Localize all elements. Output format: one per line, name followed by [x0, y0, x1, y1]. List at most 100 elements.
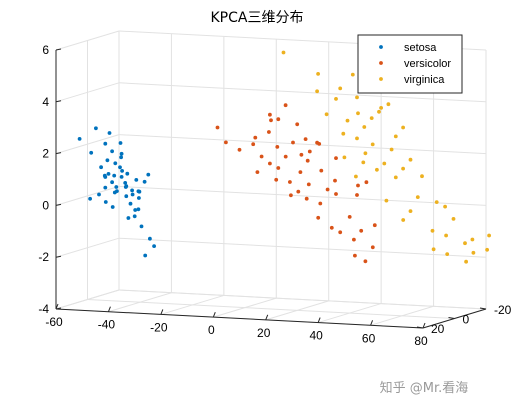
z-tick-label: 0 — [42, 198, 49, 212]
data-point-versicolor — [267, 130, 271, 134]
data-point-virginica — [363, 151, 368, 156]
data-point-virginica — [443, 204, 447, 209]
data-point-virginica — [401, 125, 405, 130]
gridline-z-side-wall — [55, 289, 120, 310]
data-point-setosa — [130, 188, 135, 193]
data-point-virginica — [342, 155, 347, 160]
legend-box — [357, 34, 463, 94]
z-tick-mark — [55, 100, 62, 103]
data-point-setosa — [89, 150, 94, 155]
data-point-setosa — [110, 149, 114, 154]
data-point-virginica — [281, 50, 286, 55]
data-point-versicolor — [237, 147, 242, 152]
y-tick-label: 0 — [463, 313, 470, 327]
z-tick-label: 4 — [42, 95, 49, 109]
data-point-virginica — [386, 102, 391, 107]
data-point-virginica — [393, 175, 398, 180]
data-point-setosa — [94, 126, 98, 131]
data-point-setosa — [142, 179, 147, 184]
gridline-z-side-wall — [55, 30, 120, 51]
gridline-z-back-wall — [118, 134, 487, 155]
y-tick-mark — [448, 317, 455, 319]
z-tick-mark — [55, 255, 62, 258]
gridline-z-back-wall — [118, 82, 487, 103]
y-tick-label: -20 — [494, 303, 512, 317]
data-point-versicolor — [259, 154, 264, 159]
data-points — [77, 50, 491, 264]
data-point-setosa — [113, 161, 118, 166]
z-tick-label: -4 — [38, 302, 49, 316]
data-point-virginica — [415, 195, 420, 200]
data-point-versicolor — [283, 103, 288, 108]
data-point-setosa — [152, 244, 157, 249]
data-point-versicolor — [253, 135, 258, 140]
data-point-virginica — [345, 118, 350, 123]
gridline-y-floor — [87, 299, 455, 319]
data-point-versicolor — [319, 168, 324, 173]
data-point-setosa — [139, 224, 144, 229]
data-point-versicolor — [370, 245, 375, 250]
data-point-virginica — [444, 233, 448, 238]
x-tick-mark — [422, 322, 426, 329]
data-point-setosa — [118, 141, 123, 145]
data-point-virginica — [384, 198, 389, 203]
data-point-virginica — [315, 89, 319, 94]
x-tick-label: 60 — [362, 331, 376, 345]
data-point-virginica — [361, 160, 366, 165]
data-point-setosa — [120, 169, 124, 173]
z-tick-mark — [55, 48, 62, 51]
data-point-versicolor — [298, 170, 303, 175]
data-point-versicolor — [353, 253, 357, 258]
y-tick-label: 20 — [431, 322, 445, 336]
data-point-versicolor — [299, 152, 304, 157]
z-tick-label: 6 — [42, 43, 49, 57]
data-point-versicolor — [288, 180, 292, 184]
data-point-virginica — [485, 247, 489, 252]
data-point-setosa — [114, 185, 119, 189]
data-point-virginica — [445, 252, 450, 256]
data-point-versicolor — [255, 170, 260, 175]
data-point-versicolor — [364, 180, 369, 185]
data-point-setosa — [125, 171, 130, 176]
data-point-virginica — [356, 111, 360, 116]
data-point-setosa — [106, 172, 111, 176]
data-point-virginica — [408, 157, 413, 162]
data-point-setosa — [136, 207, 141, 212]
data-point-setosa — [105, 158, 110, 163]
data-point-virginica — [401, 166, 405, 171]
data-point-versicolor — [269, 118, 273, 123]
data-point-versicolor — [334, 192, 338, 196]
legend-marker-versicolor — [379, 61, 383, 65]
data-point-versicolor — [224, 140, 228, 145]
data-point-virginica — [431, 247, 436, 252]
data-point-versicolor — [296, 189, 301, 194]
data-point-setosa — [148, 236, 152, 241]
data-point-versicolor — [215, 125, 220, 130]
z-tick-label: -2 — [38, 250, 49, 264]
z-tick-mark — [55, 307, 62, 310]
gridline-z-side-wall — [55, 185, 120, 206]
data-point-versicolor — [317, 142, 322, 146]
data-point-setosa — [88, 196, 92, 201]
legend-marker-virginica — [379, 77, 383, 81]
data-point-virginica — [338, 86, 343, 91]
data-point-versicolor — [276, 117, 281, 122]
data-point-setosa — [103, 141, 108, 146]
data-point-versicolor — [307, 149, 312, 154]
watermark: 知乎 @Mr.看海 — [380, 380, 469, 396]
legend[interactable]: setosa versicolor virginica — [357, 34, 463, 94]
data-point-setosa — [133, 208, 138, 212]
data-point-setosa — [137, 196, 141, 200]
data-point-versicolor — [268, 112, 272, 117]
data-point-setosa — [124, 194, 129, 199]
data-point-virginica — [355, 136, 359, 141]
data-point-virginica — [420, 174, 424, 179]
z-tick-label: 2 — [42, 147, 49, 161]
data-point-setosa — [103, 200, 108, 204]
data-point-versicolor — [325, 187, 330, 192]
data-point-virginica — [487, 233, 491, 238]
data-point-virginica — [355, 95, 359, 100]
data-point-versicolor — [305, 158, 310, 163]
data-point-virginica — [316, 72, 320, 76]
data-point-versicolor — [251, 142, 256, 147]
